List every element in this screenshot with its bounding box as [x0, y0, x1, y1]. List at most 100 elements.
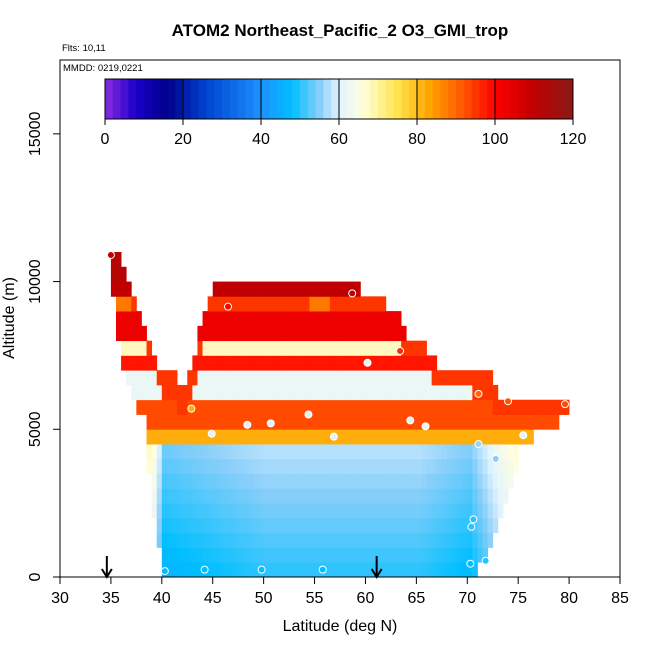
- heatmap-cell: [151, 503, 158, 519]
- heatmap-cell: [380, 444, 387, 460]
- heatmap-cell: [390, 517, 397, 534]
- heatmap-cell: [161, 429, 168, 445]
- heatmap-cell: [452, 532, 458, 548]
- heatmap-cell: [314, 340, 321, 356]
- heatmap-cell: [375, 311, 382, 327]
- heatmap-cell: [314, 517, 321, 534]
- heatmap-cell: [401, 532, 407, 548]
- heatmap-cell: [212, 325, 219, 342]
- x-tick-label: 35: [102, 590, 120, 607]
- heatmap-cell: [248, 429, 254, 445]
- heatmap-cell: [513, 458, 519, 474]
- heatmap-cell: [207, 399, 214, 415]
- heatmap-cell: [202, 384, 209, 401]
- heatmap-cell: [273, 311, 280, 327]
- heatmap-cell: [202, 458, 209, 474]
- heatmap-cell: [299, 429, 305, 445]
- heatmap-cell: [284, 503, 290, 519]
- heatmap-cell: [477, 444, 483, 460]
- heatmap-cell: [411, 340, 417, 356]
- heatmap-cell: [502, 414, 509, 430]
- heatmap-cell: [421, 444, 427, 460]
- heatmap-cell: [436, 473, 443, 489]
- heatmap-cell: [340, 444, 346, 460]
- heatmap-cell: [131, 340, 137, 356]
- heatmap-cell: [340, 311, 346, 327]
- heatmap-cell: [202, 473, 209, 489]
- heatmap-cell: [345, 325, 351, 342]
- subtitle-dates: MMDD: 0219,0221: [63, 63, 143, 74]
- observation-point: [348, 289, 357, 298]
- heatmap-cell: [197, 414, 203, 430]
- heatmap-cell: [177, 503, 183, 519]
- heatmap-cell: [268, 458, 275, 474]
- heatmap-cell: [421, 384, 427, 401]
- heatmap-cell: [457, 503, 463, 519]
- heatmap-cell: [441, 414, 448, 430]
- heatmap-cell: [380, 311, 387, 327]
- heatmap-cell: [151, 444, 158, 460]
- heatmap-cell: [202, 325, 209, 342]
- heatmap-cell: [212, 355, 219, 371]
- heatmap-cell: [294, 444, 300, 460]
- heatmap-cell: [426, 355, 433, 371]
- heatmap-cell: [406, 517, 412, 534]
- heatmap-cell: [202, 517, 209, 534]
- heatmap-cell: [390, 562, 397, 578]
- heatmap-cell: [228, 517, 234, 534]
- heatmap-cell: [492, 399, 499, 415]
- heatmap-cell: [192, 562, 198, 578]
- heatmap-cell: [294, 547, 300, 563]
- heatmap-cell: [360, 399, 366, 415]
- heatmap-cell: [416, 340, 422, 356]
- heatmap-cell: [411, 547, 417, 563]
- heatmap-cell: [462, 517, 468, 534]
- heatmap-cell: [268, 532, 275, 548]
- heatmap-cell: [238, 488, 244, 504]
- heatmap-cell: [304, 517, 310, 534]
- heatmap-cell: [212, 311, 219, 327]
- heatmap-cell: [284, 562, 290, 578]
- heatmap-cell: [497, 488, 504, 504]
- heatmap-cell: [355, 547, 361, 563]
- heatmap-cell: [284, 532, 290, 548]
- heatmap-cell: [161, 414, 168, 430]
- heatmap-cell: [299, 517, 305, 534]
- heatmap-cell: [446, 547, 453, 563]
- heatmap-cell: [304, 296, 310, 312]
- heatmap-cell: [467, 532, 473, 548]
- heatmap-cell: [268, 562, 275, 578]
- heatmap-cell: [340, 458, 346, 474]
- heatmap-cell: [289, 429, 295, 445]
- heatmap-cell: [268, 473, 275, 489]
- heatmap-cell: [421, 562, 427, 578]
- heatmap-cell: [319, 281, 326, 297]
- heatmap-cell: [360, 532, 366, 548]
- heatmap-cell: [462, 473, 468, 489]
- heatmap-cell: [243, 458, 249, 474]
- heatmap-cell: [401, 473, 407, 489]
- heatmap-cell: [406, 444, 412, 460]
- heatmap-cell: [482, 458, 489, 474]
- colorbar-segment: [401, 79, 410, 119]
- heatmap-cell: [268, 503, 275, 519]
- heatmap-cell: [365, 311, 371, 327]
- heatmap-cell: [482, 399, 489, 415]
- colorbar-segment: [323, 79, 332, 119]
- heatmap-cell: [228, 384, 234, 401]
- heatmap-cell: [258, 281, 265, 297]
- heatmap-cell: [156, 429, 163, 445]
- heatmap-cell: [217, 296, 224, 312]
- heatmap-cell: [446, 488, 453, 504]
- heatmap-cell: [334, 458, 341, 474]
- heatmap-cell: [472, 429, 478, 445]
- heatmap-cell: [273, 562, 280, 578]
- heatmap-cell: [385, 340, 392, 356]
- heatmap-cell: [497, 503, 504, 519]
- heatmap-cell: [319, 311, 326, 327]
- heatmap-cell: [222, 532, 229, 548]
- heatmap-cell: [166, 503, 173, 519]
- heatmap-cell: [228, 547, 234, 563]
- heatmap-cell: [212, 340, 219, 356]
- heatmap-cell: [502, 399, 509, 415]
